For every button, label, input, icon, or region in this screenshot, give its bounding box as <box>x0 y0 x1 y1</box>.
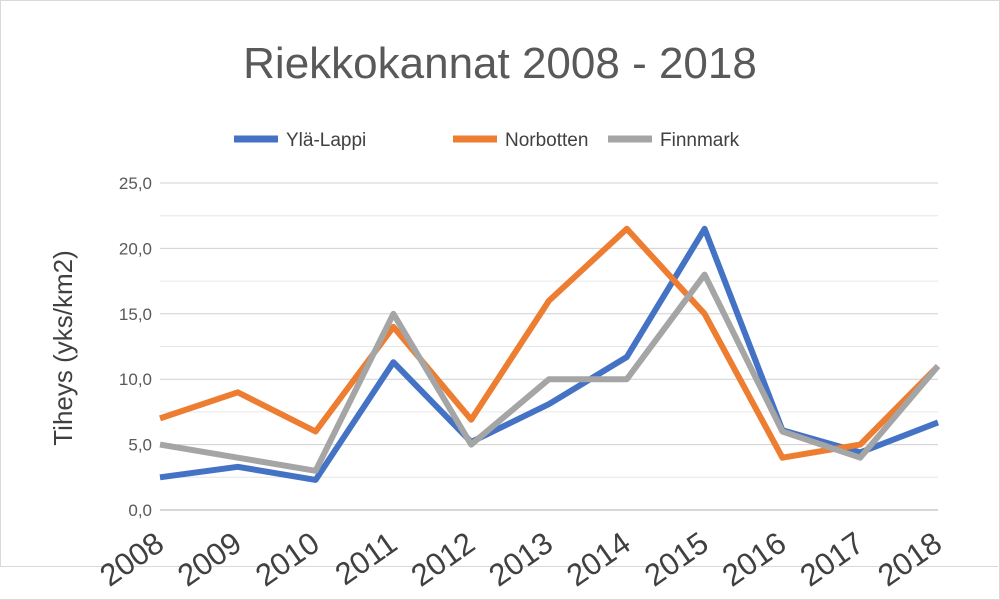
y-tick-label: 0,0 <box>128 501 152 520</box>
legend-label: Norbotten <box>505 130 588 151</box>
x-tick-label: 2011 <box>329 525 404 592</box>
x-tick-label: 2016 <box>716 525 793 593</box>
legend: Ylä-Lappi Norbotten Finnmark <box>234 130 740 151</box>
chart-title: Riekkokannat 2008 - 2018 <box>243 39 757 88</box>
y-tick-label: 10,0 <box>119 370 152 389</box>
series-line-norbotten <box>159 225 941 461</box>
y-tick-label: 15,0 <box>119 305 152 324</box>
y-tick-label: 25,0 <box>119 174 152 193</box>
legend-label: Finnmark <box>660 130 740 151</box>
x-tick-label: 2012 <box>405 525 482 593</box>
x-tick-label: 2010 <box>249 525 326 593</box>
y-axis-label: Tiheys (yks/km2) <box>48 250 78 446</box>
x-tick-label: 2009 <box>171 525 248 593</box>
x-tick-label: 2015 <box>638 525 715 593</box>
y-tick-label: 5,0 <box>128 436 152 455</box>
series-line-finnmark <box>159 271 941 474</box>
x-tick-labels: 2008 2009 2010 2011 2012 2013 2014 2015 2016 2017… <box>93 525 948 593</box>
chart-bottom-strip <box>0 566 998 599</box>
x-tick-label: 2017 <box>794 525 871 593</box>
y-tick-labels: 0,0 5,0 10,0 15,0 20,0 25,0 <box>119 174 152 520</box>
x-tick-label: 2018 <box>871 525 948 593</box>
x-tick-label: 2013 <box>482 525 559 593</box>
y-tick-label: 20,0 <box>119 239 152 258</box>
legend-label: Ylä-Lappi <box>286 130 366 151</box>
x-tick-label: 2014 <box>560 525 637 593</box>
series-lines <box>159 225 941 483</box>
gridlines <box>160 182 938 511</box>
x-tick-label: 2008 <box>93 525 170 593</box>
